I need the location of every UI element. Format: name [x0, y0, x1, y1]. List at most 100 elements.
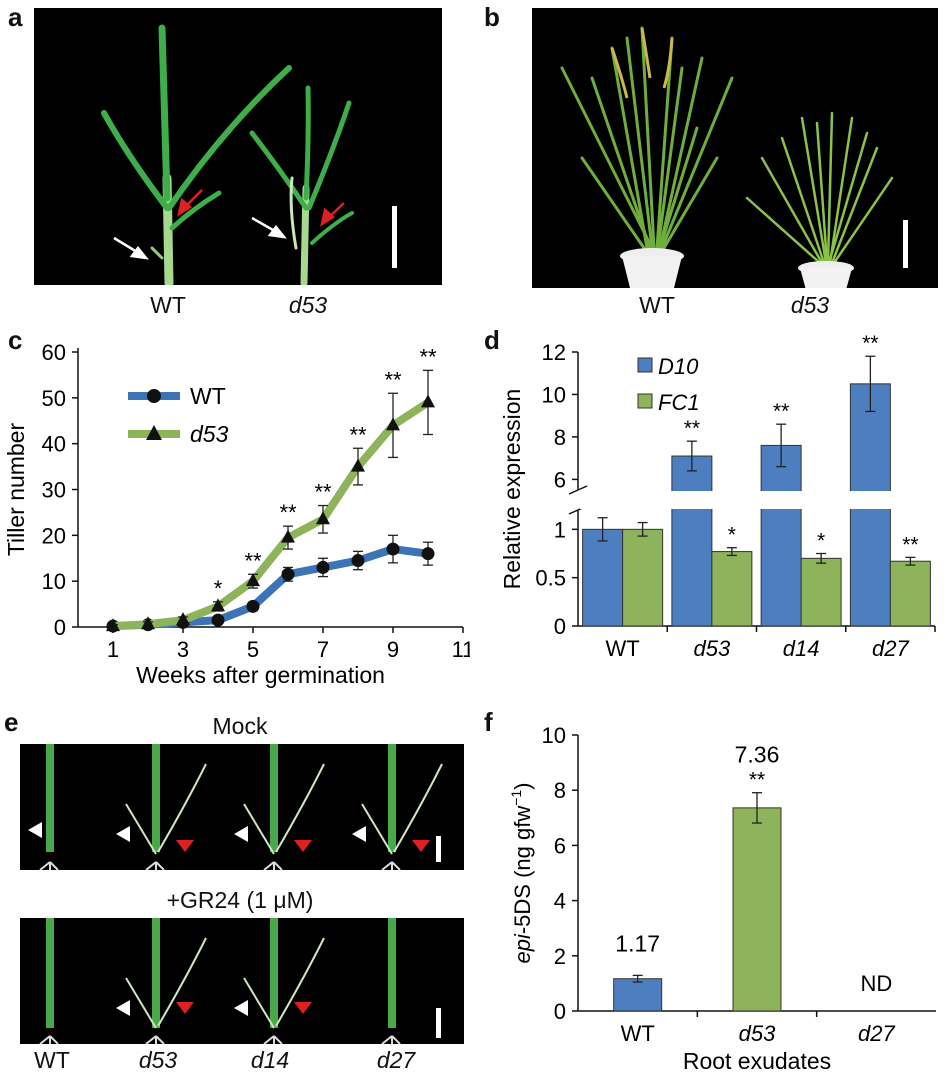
bar — [732, 807, 782, 1012]
x-tick-label: 7 — [317, 637, 329, 662]
tiller-leaf — [125, 803, 157, 855]
seedling-roots — [381, 861, 401, 870]
bar-D10 — [671, 455, 713, 627]
y-tick-label: 0 — [54, 615, 66, 640]
label-b-wt: WT — [639, 292, 675, 318]
y-tick-label: 0 — [554, 614, 566, 639]
adult-plant-illustration — [560, 26, 908, 288]
white-arrowhead-icon — [28, 822, 42, 838]
y-tick-label: 0 — [554, 999, 566, 1024]
panel-label-d: d — [484, 325, 500, 355]
data-label: 1.17 — [615, 930, 660, 956]
label-e-d27: d27 — [376, 1047, 416, 1073]
panel-label-b: b — [484, 2, 500, 32]
y-tick-label: 10 — [42, 569, 66, 594]
label-a-d53: d53 — [288, 292, 328, 318]
axis-break-mark — [568, 485, 588, 495]
panel-label-f: f — [484, 707, 493, 737]
label-a-wt: WT — [150, 292, 186, 318]
seedling-roots — [39, 1035, 59, 1044]
tiller-leaf — [243, 977, 275, 1029]
red-arrowhead-icon — [412, 840, 430, 852]
x-tick-label: 11 — [452, 637, 470, 662]
seedling-roots — [381, 1035, 401, 1044]
legend-label-FC1: FC1 — [658, 390, 700, 415]
label-e-d53: d53 — [138, 1047, 178, 1073]
scale-bar — [903, 220, 908, 268]
scale-bar — [436, 1008, 441, 1038]
legend-marker — [146, 425, 162, 440]
x-axis-label: Weeks after germination — [136, 662, 385, 688]
significance-mark: ** — [279, 500, 297, 525]
data-label: 7.36 — [735, 742, 780, 768]
x-tick-label: 5 — [247, 637, 259, 662]
red-arrowhead-icon — [294, 1002, 312, 1014]
scale-bar — [392, 206, 397, 268]
tiller-leaf — [393, 763, 443, 853]
point-d53 — [141, 616, 155, 630]
y-axis-label: epi-5DS (ng gfw−1) — [508, 782, 535, 963]
x-tick-label: d27 — [872, 636, 909, 661]
bar-FC1 — [711, 551, 753, 627]
red-arrowhead-icon — [176, 840, 194, 852]
point-WT — [316, 560, 330, 574]
x-tick-label: d27 — [858, 1021, 895, 1046]
seedling-roots — [263, 861, 283, 870]
panel-label-e: e — [4, 707, 19, 737]
significance-mark: ** — [862, 332, 878, 355]
bar — [613, 978, 663, 1012]
y-axis-label: Tiller number — [3, 422, 29, 556]
panel-label-a: a — [8, 2, 23, 32]
label-e-d14: d14 — [250, 1047, 290, 1073]
white-arrowhead-icon — [234, 826, 248, 842]
y-tick-label: 12 — [542, 340, 566, 365]
legend-marker — [147, 389, 161, 403]
point-WT — [386, 542, 400, 556]
significance-mark: ** — [684, 417, 700, 440]
legend-label-WT: WT — [190, 383, 226, 409]
y-tick-label: 2 — [554, 944, 566, 969]
significance-mark: ** — [244, 548, 262, 573]
seedling-roots — [39, 861, 59, 870]
y-tick-label: 8 — [554, 425, 566, 450]
seedling-roots — [145, 861, 165, 870]
y-tick-label: 1 — [554, 517, 566, 542]
red-arrowhead-icon — [176, 1002, 194, 1014]
x-tick-label: WT — [606, 636, 640, 661]
point-d53 — [351, 458, 365, 472]
significance-mark: ** — [902, 533, 918, 556]
white-arrowhead-icon — [116, 1000, 130, 1016]
panel-e-mock-title: Mock — [212, 713, 268, 739]
white-arrowhead-icon — [116, 826, 130, 842]
x-tick-label: 9 — [387, 637, 399, 662]
y-tick-label: 40 — [42, 432, 66, 457]
axis-break-gap — [580, 491, 937, 509]
tiller-leaf — [275, 763, 325, 853]
seedling-illustration — [101, 24, 397, 285]
point-WT — [421, 547, 435, 561]
x-tick-label: d14 — [783, 636, 820, 661]
y-tick-label: 30 — [42, 478, 66, 503]
tiller-leaf — [125, 977, 157, 1029]
photo-mock-treatment — [20, 744, 464, 870]
tiller-leaf — [275, 937, 325, 1027]
point-WT — [246, 599, 260, 613]
bar-FC1 — [889, 560, 931, 627]
bar-D10 — [760, 444, 802, 627]
bar-FC1 — [800, 557, 842, 627]
point-d53 — [211, 598, 225, 612]
significance-mark: ** — [384, 367, 402, 392]
label-e-wt: WT — [34, 1047, 70, 1073]
bar-FC1 — [622, 528, 664, 627]
y-tick-label: 10 — [542, 723, 566, 748]
significance-mark: * — [728, 524, 736, 547]
scale-bar — [436, 836, 441, 862]
tiller-leaf — [243, 803, 275, 855]
point-d53 — [421, 394, 435, 408]
bar-D10 — [582, 528, 624, 627]
significance-mark: ** — [349, 422, 367, 447]
point-d53 — [281, 529, 295, 543]
white-arrow-icon — [113, 216, 287, 260]
point-d53 — [246, 573, 260, 587]
point-WT — [351, 554, 365, 568]
